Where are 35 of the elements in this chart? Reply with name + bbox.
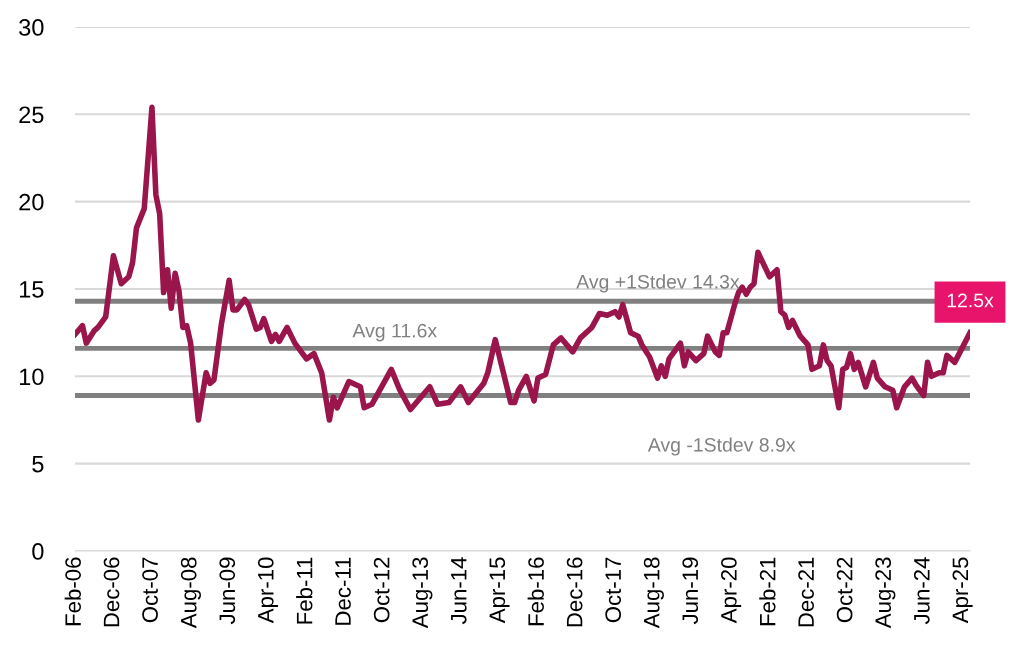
x-tick-label: Aug-08 [180, 557, 201, 629]
x-tick-label: Jun-24 [913, 557, 930, 625]
y-tick-label: 5 [32, 455, 44, 473]
x-tick-label: Dec-11 [335, 557, 351, 625]
x-tick-label: Feb-11 [296, 557, 313, 624]
x-tick-label: Feb-21 [759, 557, 776, 626]
x-tick-label: Feb-16 [527, 557, 544, 626]
x-tick-label: Aug-23 [875, 557, 896, 629]
x-tick-label: Oct-22 [836, 557, 853, 623]
x-tick-label: Jun-14 [451, 557, 467, 625]
x-tick-label: Oct-07 [142, 557, 158, 623]
x-tick-label: Jun-09 [219, 557, 236, 625]
ref-line-label: Avg 11.6x [352, 323, 437, 342]
x-tick-label: Jun-19 [682, 557, 699, 625]
y-tick-label: 15 [19, 281, 44, 298]
y-tick-label: 20 [19, 193, 44, 211]
x-tick-label: Aug-18 [643, 557, 664, 629]
x-tick-label: Dec-16 [566, 557, 583, 627]
x-tick-label: Feb-06 [64, 557, 81, 626]
x-tick-label: Apr-15 [489, 557, 510, 624]
ref-line-label: Avg -1Stdev 8.9x [647, 437, 796, 456]
y-tick-label: 30 [19, 19, 44, 36]
y-tick-label: 10 [19, 368, 44, 386]
annotation: 12.5x [947, 293, 994, 308]
x-tick-label: Oct-12 [373, 557, 390, 623]
x-tick-label: Apr-25 [952, 557, 973, 624]
x-tick-label: Dec-06 [103, 557, 120, 627]
ref-line-label: Avg +1Stdev 14.3x [576, 274, 740, 293]
y-tick-label: 25 [19, 106, 44, 124]
x-tick-label: Apr-10 [257, 557, 279, 624]
y-tick-label: 0 [32, 543, 44, 560]
x-tick-label: Oct-17 [605, 557, 622, 623]
x-tick-label: Aug-13 [412, 557, 433, 629]
x-tick-label: Apr-20 [721, 557, 742, 624]
x-tick-label: Dec-21 [798, 557, 814, 627]
